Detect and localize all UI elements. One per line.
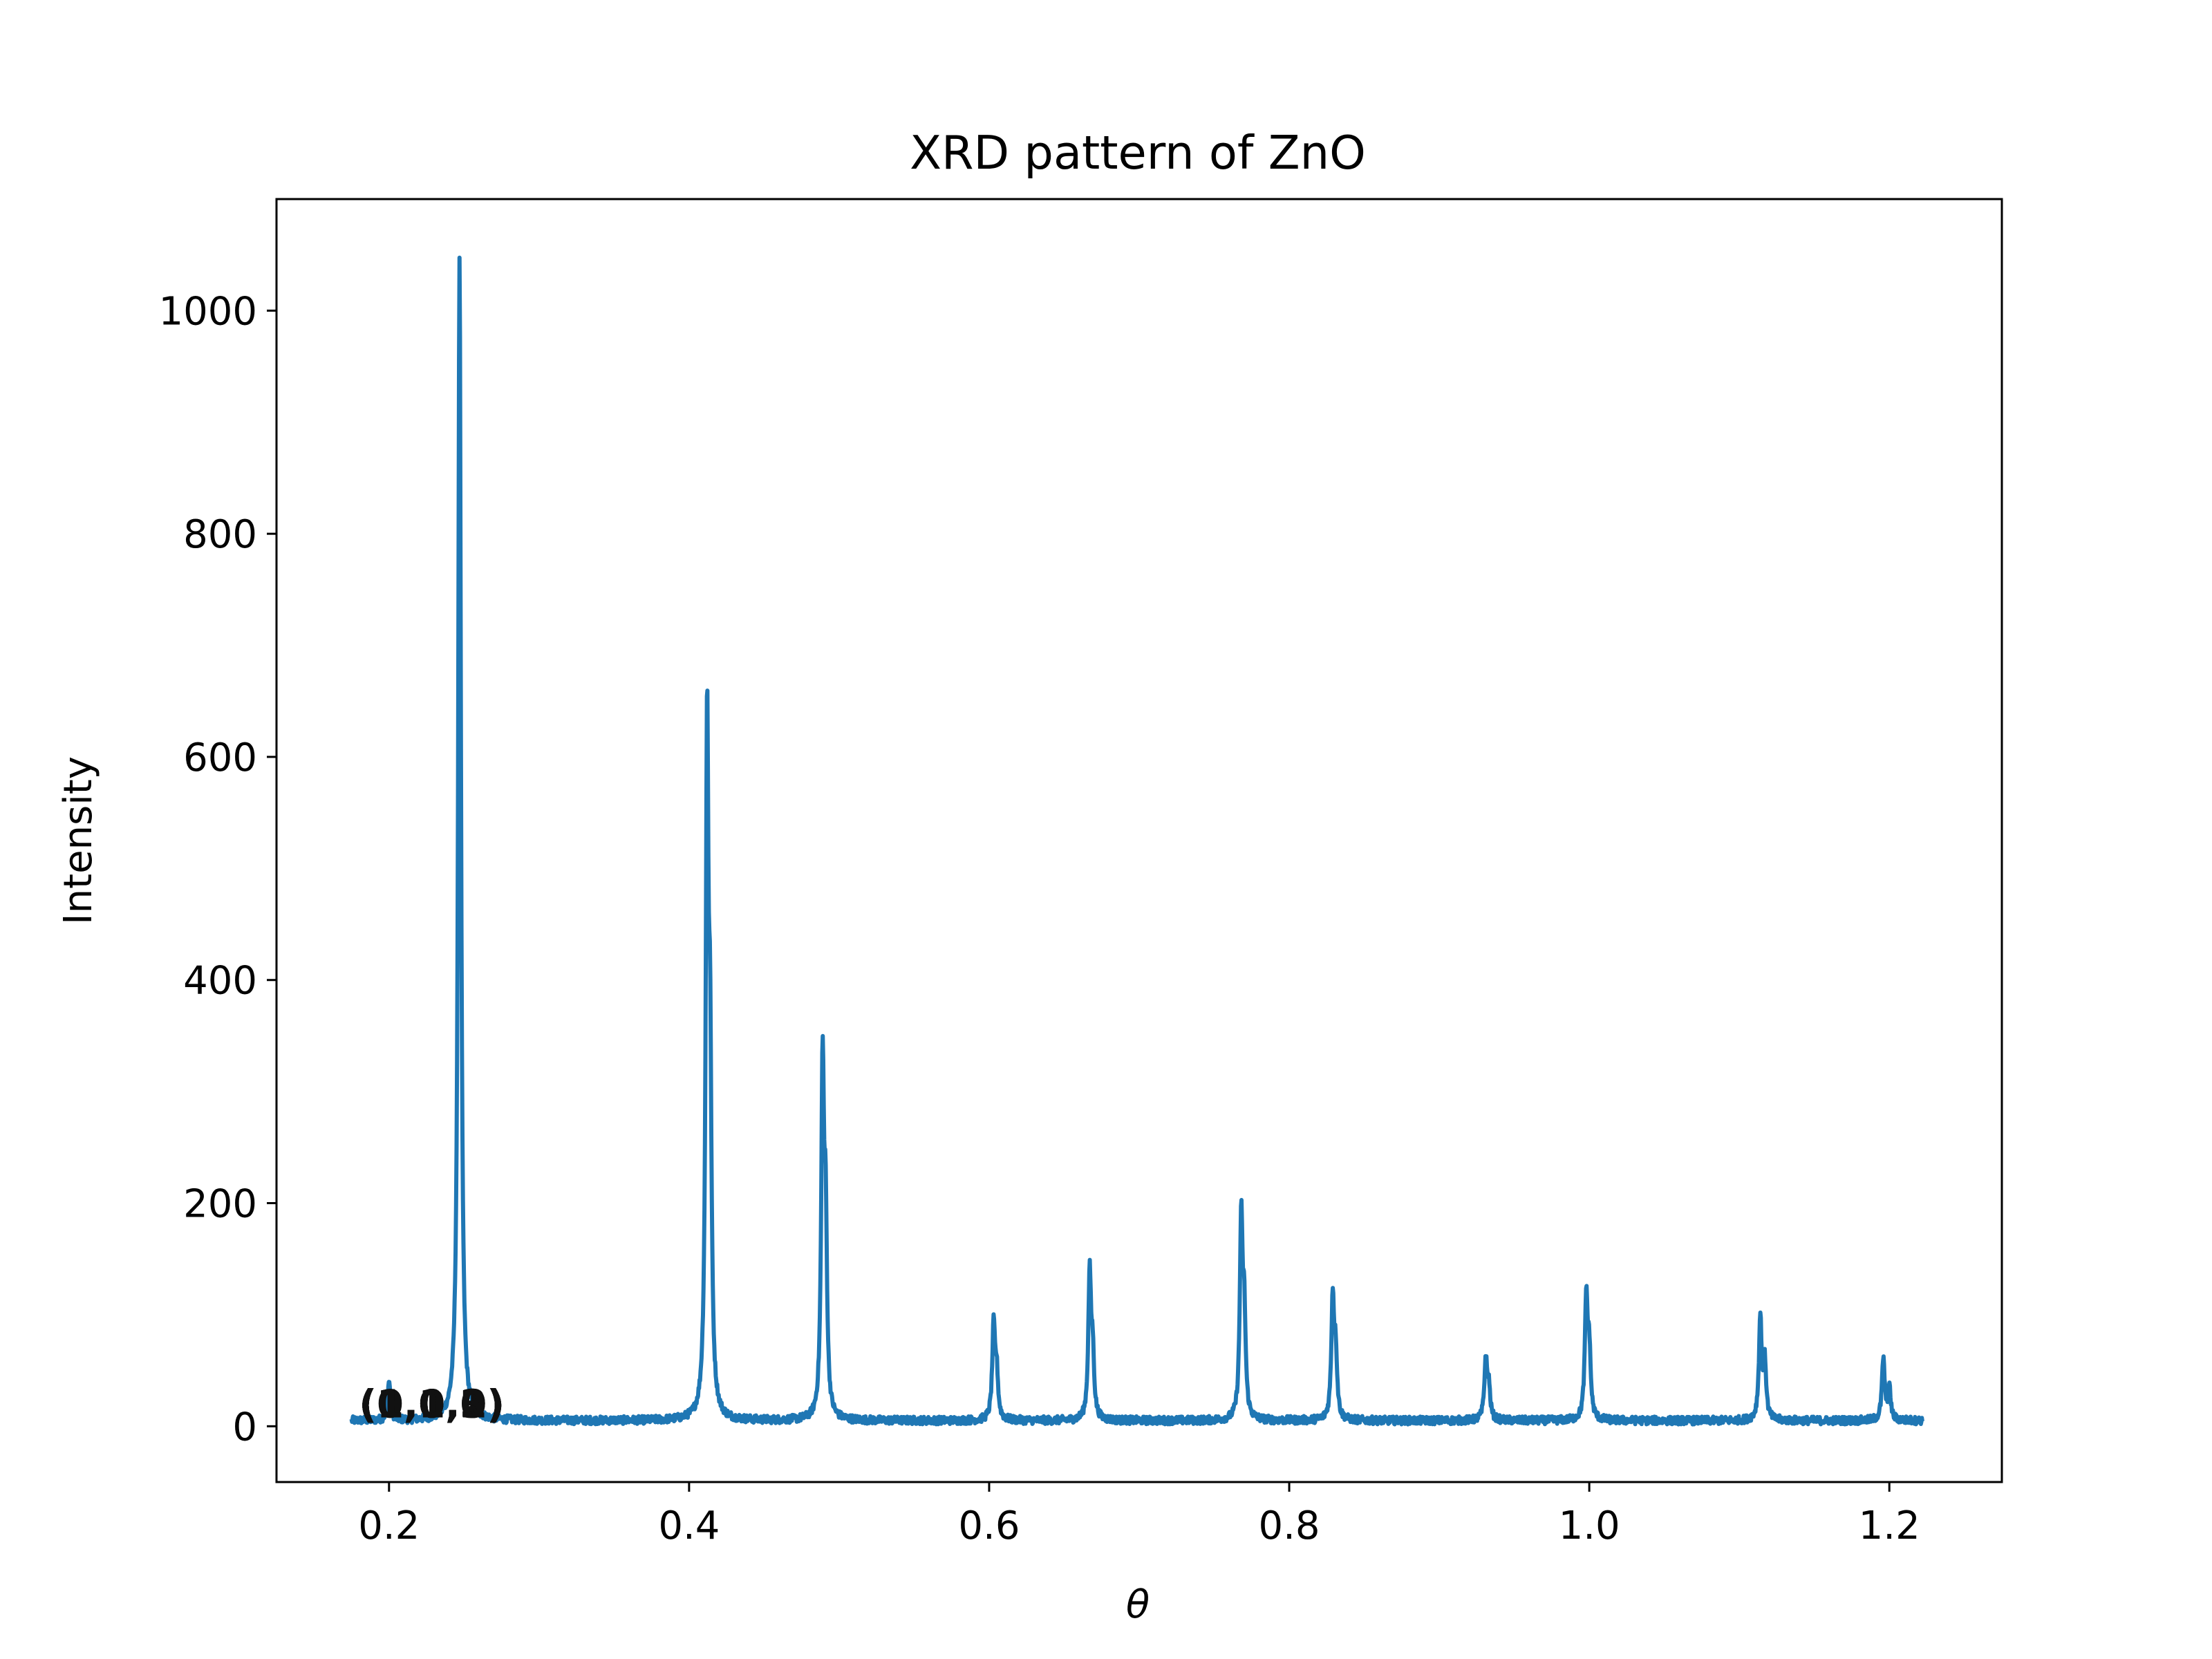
xrd-series-line — [349, 255, 1924, 1427]
x-axis-ticks: 0.2 0.4 0.6 0.8 1.0 1.2 — [358, 1482, 1920, 1548]
annotation-layer: (1,0,0)(0,0,2)(1,0,1)(1,0,2)(1,1,0)(1,0,… — [359, 1382, 505, 1427]
peak-annotation: (0,0,2) — [359, 1382, 505, 1427]
y-tick-label: 800 — [183, 512, 257, 557]
peak-annotation: (1,0,1) — [359, 1382, 505, 1427]
x-tick-label: 0.4 — [658, 1503, 720, 1548]
peak-annotation: (1,1,0) — [359, 1382, 505, 1427]
x-axis-title: θ — [1126, 1582, 1150, 1627]
x-tick-label: 0.8 — [1259, 1503, 1320, 1548]
y-tick-label: 600 — [183, 735, 257, 780]
y-tick-label: 1000 — [158, 289, 257, 334]
y-axis-title: Intensity — [56, 756, 101, 925]
y-tick-label: 0 — [232, 1405, 257, 1450]
x-tick-label: 0.6 — [958, 1503, 1020, 1548]
peak-annotation: (1,0,0) — [359, 1382, 505, 1427]
x-tick-label: 1.2 — [1859, 1503, 1920, 1548]
y-tick-label: 400 — [183, 959, 257, 1004]
plot-frame — [275, 198, 2003, 1483]
x-tick-label: 0.2 — [358, 1503, 420, 1548]
peak-annotation: (1,0,3) — [359, 1382, 505, 1427]
x-tick-label: 1.0 — [1559, 1503, 1620, 1548]
series-layer — [349, 255, 1924, 1427]
y-tick-label: 200 — [183, 1182, 257, 1227]
y-axis-ticks: 0 200 400 600 800 1000 — [158, 289, 276, 1450]
chart-title: XRD pattern of ZnO — [910, 126, 1366, 180]
peak-annotation: (1,0,2) — [359, 1382, 505, 1427]
